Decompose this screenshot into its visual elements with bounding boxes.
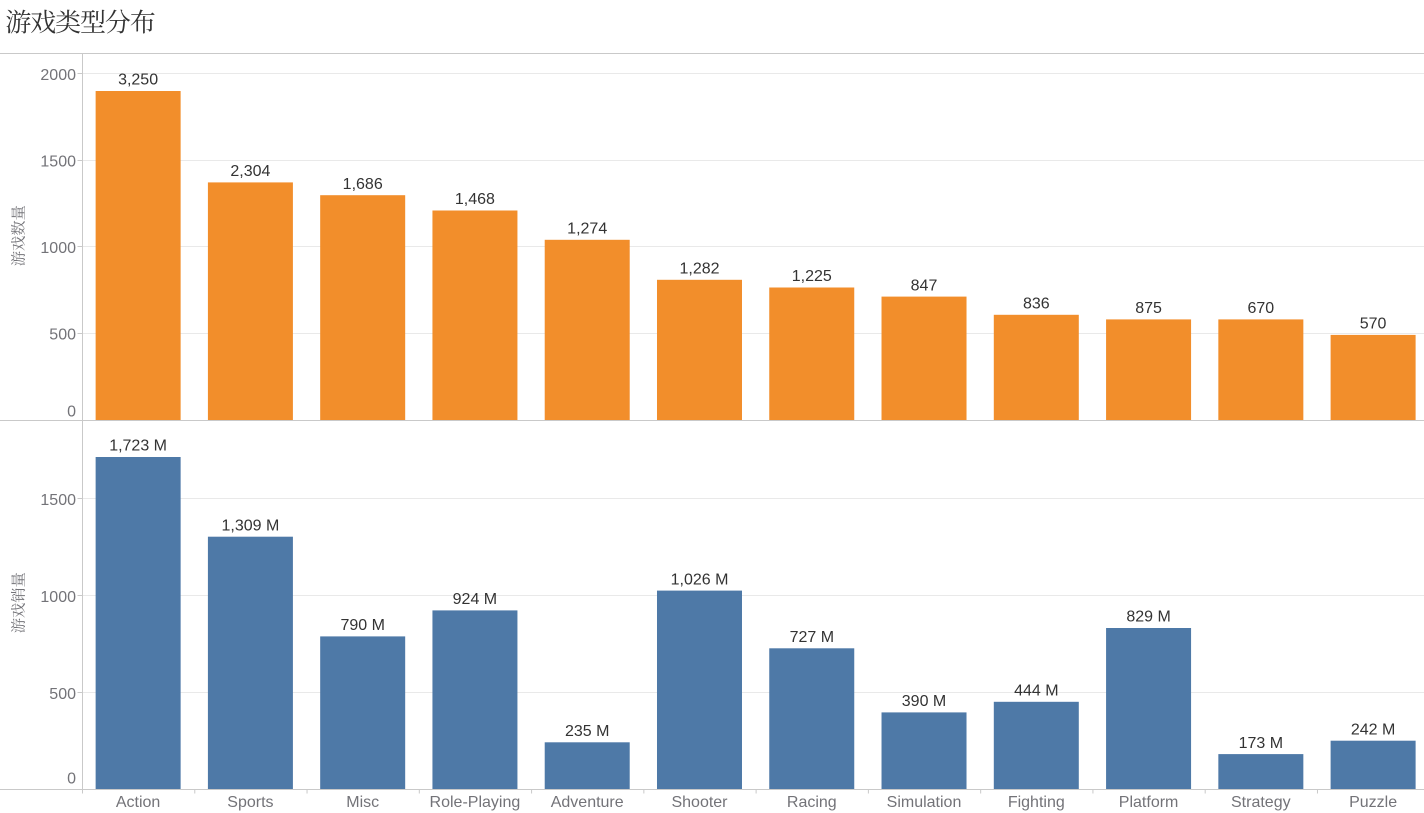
svg-text:1,026 M: 1,026 M <box>671 571 729 588</box>
svg-text:790 M: 790 M <box>340 617 384 634</box>
svg-text:1000: 1000 <box>40 240 76 257</box>
svg-text:390 M: 390 M <box>902 693 946 710</box>
svg-text:Misc: Misc <box>346 794 379 811</box>
svg-text:2,304: 2,304 <box>230 163 270 180</box>
svg-text:0: 0 <box>67 770 76 787</box>
svg-text:1,225: 1,225 <box>792 268 832 285</box>
svg-text:Puzzle: Puzzle <box>1349 794 1397 811</box>
svg-text:1,282: 1,282 <box>679 261 719 278</box>
svg-text:Simulation: Simulation <box>887 794 962 811</box>
svg-text:1,274: 1,274 <box>567 221 607 238</box>
svg-text:444 M: 444 M <box>1014 683 1058 700</box>
svg-text:242 M: 242 M <box>1351 721 1395 738</box>
svg-text:2000: 2000 <box>40 67 76 84</box>
svg-text:1500: 1500 <box>40 492 76 509</box>
svg-text:1000: 1000 <box>40 589 76 606</box>
svg-text:Shooter: Shooter <box>671 794 728 811</box>
svg-text:500: 500 <box>49 327 76 344</box>
svg-text:3,250: 3,250 <box>118 72 158 89</box>
svg-text:Action: Action <box>116 794 160 811</box>
svg-text:875: 875 <box>1135 300 1162 317</box>
svg-text:0: 0 <box>67 403 76 420</box>
svg-text:1,686: 1,686 <box>343 176 383 193</box>
svg-text:1,309 M: 1,309 M <box>221 517 279 534</box>
svg-text:Sports: Sports <box>227 794 273 811</box>
svg-text:235 M: 235 M <box>565 723 609 740</box>
svg-text:Adventure: Adventure <box>551 794 624 811</box>
svg-text:670: 670 <box>1247 300 1274 317</box>
svg-text:829 M: 829 M <box>1126 609 1170 626</box>
svg-text:1,723 M: 1,723 M <box>109 438 167 455</box>
svg-text:500: 500 <box>49 686 76 703</box>
svg-text:924 M: 924 M <box>453 591 497 608</box>
svg-text:Role-Playing: Role-Playing <box>430 794 521 811</box>
svg-text:1,468: 1,468 <box>455 191 495 208</box>
svg-text:847: 847 <box>911 277 938 294</box>
svg-text:Strategy: Strategy <box>1231 794 1291 811</box>
svg-text:1500: 1500 <box>40 154 76 171</box>
svg-text:173 M: 173 M <box>1239 735 1283 752</box>
svg-text:Fighting: Fighting <box>1008 794 1065 811</box>
svg-text:570: 570 <box>1360 316 1387 333</box>
svg-text:836: 836 <box>1023 296 1050 313</box>
svg-text:Platform: Platform <box>1119 794 1179 811</box>
svg-text:727 M: 727 M <box>790 629 834 646</box>
svg-text:Racing: Racing <box>787 794 837 811</box>
